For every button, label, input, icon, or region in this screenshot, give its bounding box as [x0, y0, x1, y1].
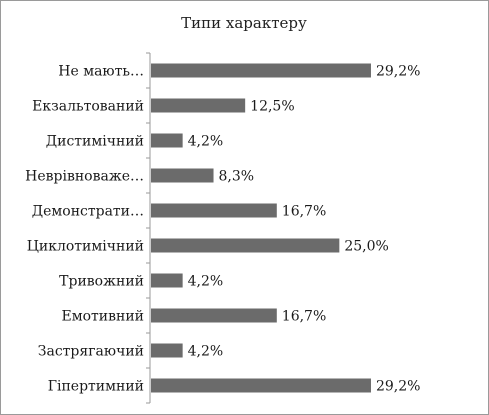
data-label: 25,0% — [344, 239, 388, 255]
category-label: Циклотимічний — [27, 239, 144, 255]
bar — [151, 308, 277, 323]
chart-title: Типи характеру — [181, 14, 307, 32]
category-label: Екзальтований — [32, 99, 144, 115]
bar — [151, 133, 183, 148]
category-label: Дистимічний — [46, 134, 144, 150]
category-label: Не мають… — [58, 64, 144, 80]
category-label: Демонстрати… — [32, 204, 144, 220]
data-label: 12,5% — [250, 99, 294, 115]
data-label: 16,7% — [282, 204, 326, 220]
category-label: Гіпертимний — [48, 379, 144, 395]
data-label: 8,3% — [219, 169, 255, 185]
bar — [151, 168, 214, 183]
category-label: Тривожний — [59, 274, 144, 290]
bar — [151, 378, 371, 393]
data-label: 29,2% — [376, 379, 420, 395]
bar — [151, 98, 246, 113]
data-label: 29,2% — [376, 64, 420, 80]
data-label: 16,7% — [282, 309, 326, 325]
bar — [151, 63, 371, 78]
bar — [151, 273, 183, 288]
data-label: 4,2% — [188, 344, 224, 360]
data-label: 4,2% — [188, 274, 224, 290]
category-label: Емотивний — [62, 309, 145, 325]
data-label: 4,2% — [188, 134, 224, 150]
bar — [151, 238, 340, 253]
category-label: Неврівноваже… — [25, 169, 144, 185]
category-label: Застрягаючий — [38, 344, 144, 360]
bar — [151, 343, 183, 358]
bar — [151, 203, 277, 218]
